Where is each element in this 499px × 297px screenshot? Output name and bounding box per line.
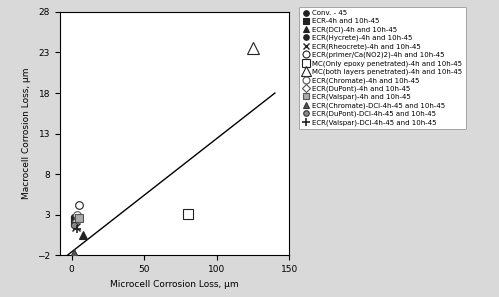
X-axis label: Microcell Corrosion Loss, μm: Microcell Corrosion Loss, μm <box>110 280 239 289</box>
Legend: Conv. - 45, ECR-4h and 10h-45, ECR(DCI)-4h and 10h-45, ECR(Hycrete)-4h and 10h-4: Conv. - 45, ECR-4h and 10h-45, ECR(DCI)-… <box>298 7 466 129</box>
Y-axis label: Macrocell Corrosion Loss, μm: Macrocell Corrosion Loss, μm <box>22 68 31 199</box>
